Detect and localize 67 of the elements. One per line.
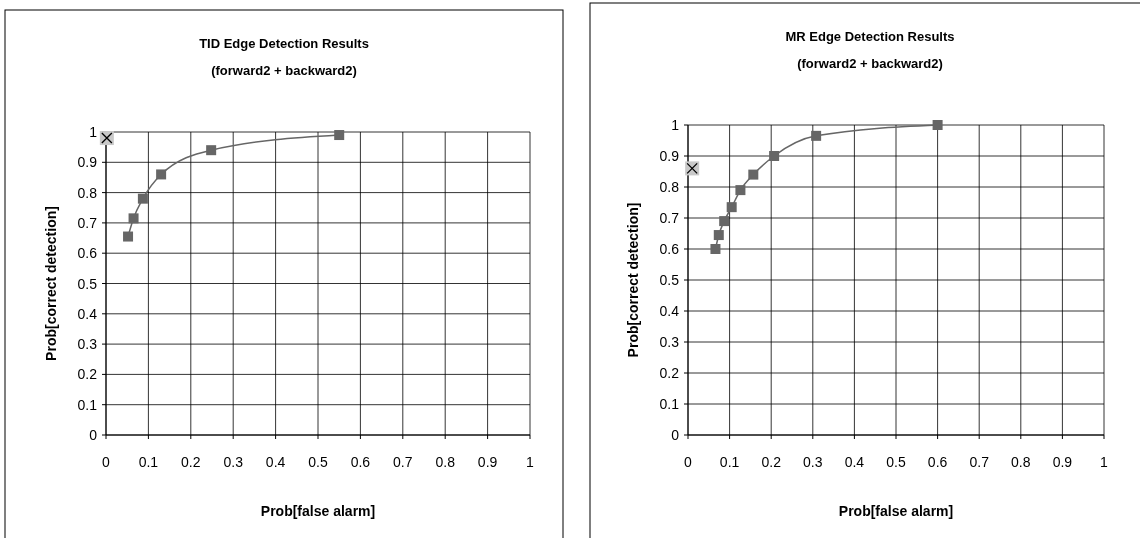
y-tick-label: 0.2 — [659, 365, 680, 381]
y-tick-label: 0.7 — [77, 214, 98, 231]
y-tick-label: 0 — [89, 427, 98, 443]
x-tick-label: 0.3 — [223, 454, 244, 470]
y-tick-label: 0.8 — [659, 179, 680, 195]
x-tick-label: 0 — [102, 454, 111, 470]
y-tick-label: 0 — [671, 427, 680, 443]
x-tick-label: 0.7 — [969, 454, 990, 470]
point — [735, 185, 746, 196]
y-tick-label: 0.3 — [659, 334, 680, 350]
y-axis-title: Prob[correct detection] — [625, 202, 641, 358]
y-tick-label: 0.9 — [77, 154, 98, 171]
x-tick-label: 0.4 — [844, 454, 865, 470]
point — [726, 202, 737, 213]
y-tick-label: 0.4 — [659, 303, 680, 319]
y-tick-label: 0.5 — [659, 272, 680, 288]
y-axis-title: Prob[correct detection] — [43, 206, 59, 361]
x-tick-label: 0 — [684, 454, 693, 470]
chart-subtitle: (forward2 + backward2) — [797, 56, 943, 71]
x-tick-label: 0.6 — [350, 454, 371, 470]
chart-title: TID Edge Detection Results — [199, 36, 369, 51]
y-tick-label: 0.1 — [77, 396, 98, 413]
x-tick-label: 0.5 — [308, 454, 328, 470]
y-tick-label: 0.5 — [77, 275, 98, 292]
x-tick-label: 0.1 — [138, 454, 159, 470]
x-tick-label: 0.8 — [1011, 454, 1031, 470]
x-tick-label: 0.1 — [719, 454, 740, 470]
y-tick-label: 1 — [671, 117, 680, 133]
chart-subtitle: (forward2 + backward2) — [211, 63, 357, 78]
x-tick-label: 0.9 — [477, 454, 498, 470]
chart-title: MR Edge Detection Results — [785, 29, 955, 44]
point — [206, 145, 217, 156]
point — [128, 213, 139, 224]
y-tick-label: 0.7 — [659, 210, 680, 226]
y-tick-label: 0.9 — [659, 148, 680, 164]
x-tick-label: 0.8 — [435, 454, 456, 470]
point — [769, 151, 780, 161]
x-tick-label: 0.2 — [761, 454, 782, 470]
x-tick-label: 1 — [526, 454, 535, 470]
point — [719, 216, 730, 227]
y-tick-label: 0.1 — [659, 396, 680, 412]
x-tick-label: 0.2 — [181, 454, 201, 470]
point — [713, 230, 724, 241]
y-tick-label: 0.2 — [77, 366, 98, 383]
x-tick-label: 0.6 — [927, 454, 948, 470]
point — [710, 244, 721, 254]
x-tick-label: 0.5 — [886, 454, 906, 470]
x-tick-label: 0.9 — [1052, 454, 1073, 470]
x-tick-label: 1 — [1100, 454, 1109, 470]
y-tick-label: 0.6 — [77, 245, 98, 262]
y-tick-label: 0.3 — [77, 336, 98, 353]
y-tick-label: 0.8 — [77, 184, 98, 201]
point — [748, 169, 759, 180]
x-axis-title: Prob[false alarm] — [260, 503, 376, 519]
y-tick-label: 0.6 — [659, 241, 680, 257]
point — [156, 169, 167, 180]
point — [137, 193, 148, 204]
x-axis-title: Prob[false alarm] — [838, 503, 954, 519]
point — [123, 231, 134, 242]
point — [334, 130, 345, 141]
point — [811, 130, 822, 141]
x-tick-label: 0.7 — [393, 454, 413, 470]
y-tick-label: 1 — [89, 124, 98, 140]
y-tick-label: 0.4 — [77, 305, 98, 322]
x-tick-label: 0.4 — [265, 454, 286, 470]
point — [932, 120, 943, 130]
x-tick-label: 0.3 — [803, 454, 823, 470]
